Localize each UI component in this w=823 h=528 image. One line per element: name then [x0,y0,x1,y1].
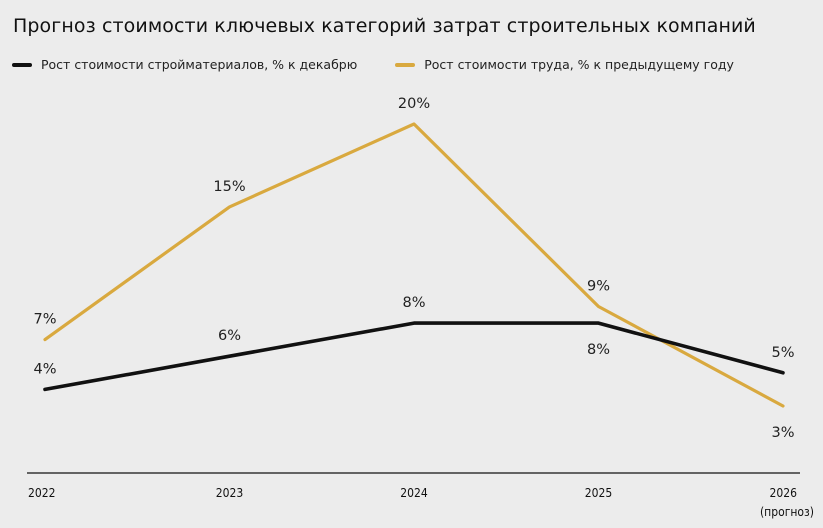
legend-label-labor: Рост стоимости труда, % к предыдущему го… [424,57,734,72]
series-line-materials [43,321,785,392]
data-label-materials-2025: 8% [587,342,610,358]
legend: Рост стоимости стройматериалов, % к дека… [12,57,772,72]
legend-swatch-materials [12,62,32,67]
data-label-materials-2022: 4% [33,361,56,377]
legend-swatch-labor [395,62,416,67]
data-label-labor-2023: 15% [213,179,245,195]
data-label-materials-2023: 6% [218,328,241,344]
x-tick-sublabel-2026: (прогноз) [760,505,814,519]
x-tick-label-2025: 2025 [585,486,612,500]
x-tick-label-2026: 2026 [770,486,798,500]
data-label-labor-2024: 20% [398,96,430,112]
chart-title: Прогноз стоимости ключевых категорий зат… [13,15,756,37]
series-layer [43,122,785,408]
x-tick-label-2024: 2024 [400,486,428,500]
x-tick-label-2023: 2023 [216,486,243,500]
data-label-labor-2026: 3% [771,425,794,441]
series-line-labor [43,122,785,408]
value-labels: 7% 15% 20% 9% 3% 4% 6% 8% 8% 5% [33,96,794,441]
data-label-materials-2024: 8% [402,295,425,311]
data-label-materials-2026: 5% [771,345,794,361]
data-label-labor-2022: 7% [33,312,56,328]
x-tick-labels: 2022 2023 2024 2025 2026 (прогноз) [28,486,814,519]
data-label-labor-2025: 9% [587,278,610,294]
x-tick-label-2022: 2022 [28,486,55,500]
legend-item-materials: Рост стоимости стройматериалов, % к дека… [12,57,357,72]
legend-label-materials: Рост стоимости стройматериалов, % к дека… [41,57,358,72]
legend-item-labor: Рост стоимости труда, % к предыдущему го… [395,57,734,72]
